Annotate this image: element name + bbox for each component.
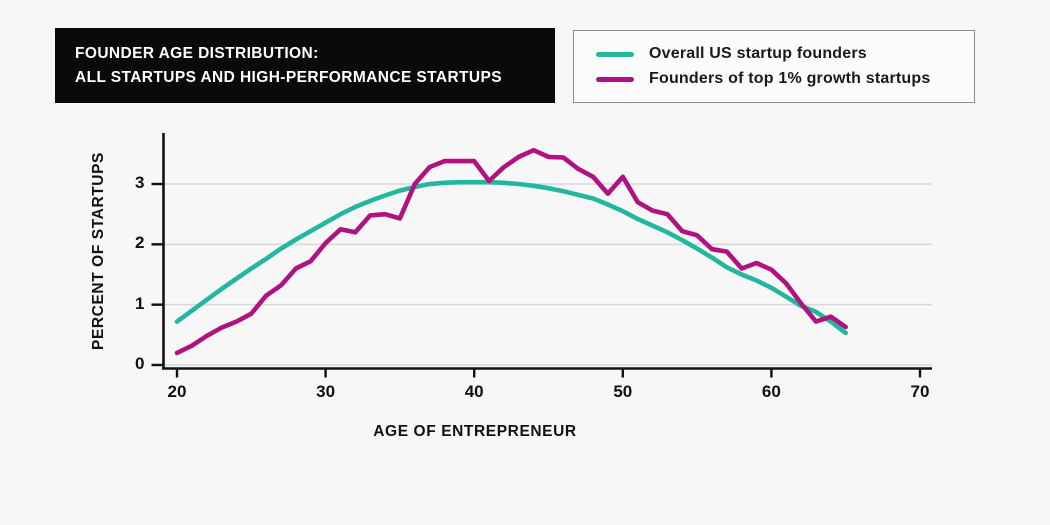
legend-item: Founders of top 1% growth startups <box>596 70 974 88</box>
chart-title-line-2: ALL STARTUPS AND HIGH-PERFORMANCE STARTU… <box>75 68 502 86</box>
x-tick-label: 70 <box>910 381 930 401</box>
y-axis-title: PERCENT OF STARTUPS <box>90 152 107 350</box>
y-tick-label: 2 <box>135 233 145 253</box>
legend-item: Overall US startup founders <box>596 45 974 63</box>
y-tick-label: 0 <box>135 354 145 373</box>
x-axis-title: AGE OF ENTREPRENEUR <box>373 423 577 440</box>
x-tick-label: 50 <box>613 381 633 401</box>
x-tick-label: 40 <box>464 381 484 401</box>
chart-title-line-1: FOUNDER AGE DISTRIBUTION: <box>75 45 319 63</box>
y-tick-label: 3 <box>135 173 145 192</box>
x-tick-label: 30 <box>316 381 336 401</box>
chart-title-box: FOUNDER AGE DISTRIBUTION: ALL STARTUPS A… <box>55 28 555 103</box>
legend-item-label: Overall US startup founders <box>649 45 867 62</box>
legend-item-label: Founders of top 1% growth startups <box>649 70 931 87</box>
teal-line-swatch-icon <box>596 51 634 57</box>
x-tick-label: 20 <box>167 381 187 401</box>
chart-legend: Overall US startup founders Founders of t… <box>573 30 975 103</box>
x-tick-label: 60 <box>761 381 781 401</box>
magenta-line-swatch-icon <box>596 76 634 82</box>
y-tick-label: 1 <box>135 293 145 313</box>
